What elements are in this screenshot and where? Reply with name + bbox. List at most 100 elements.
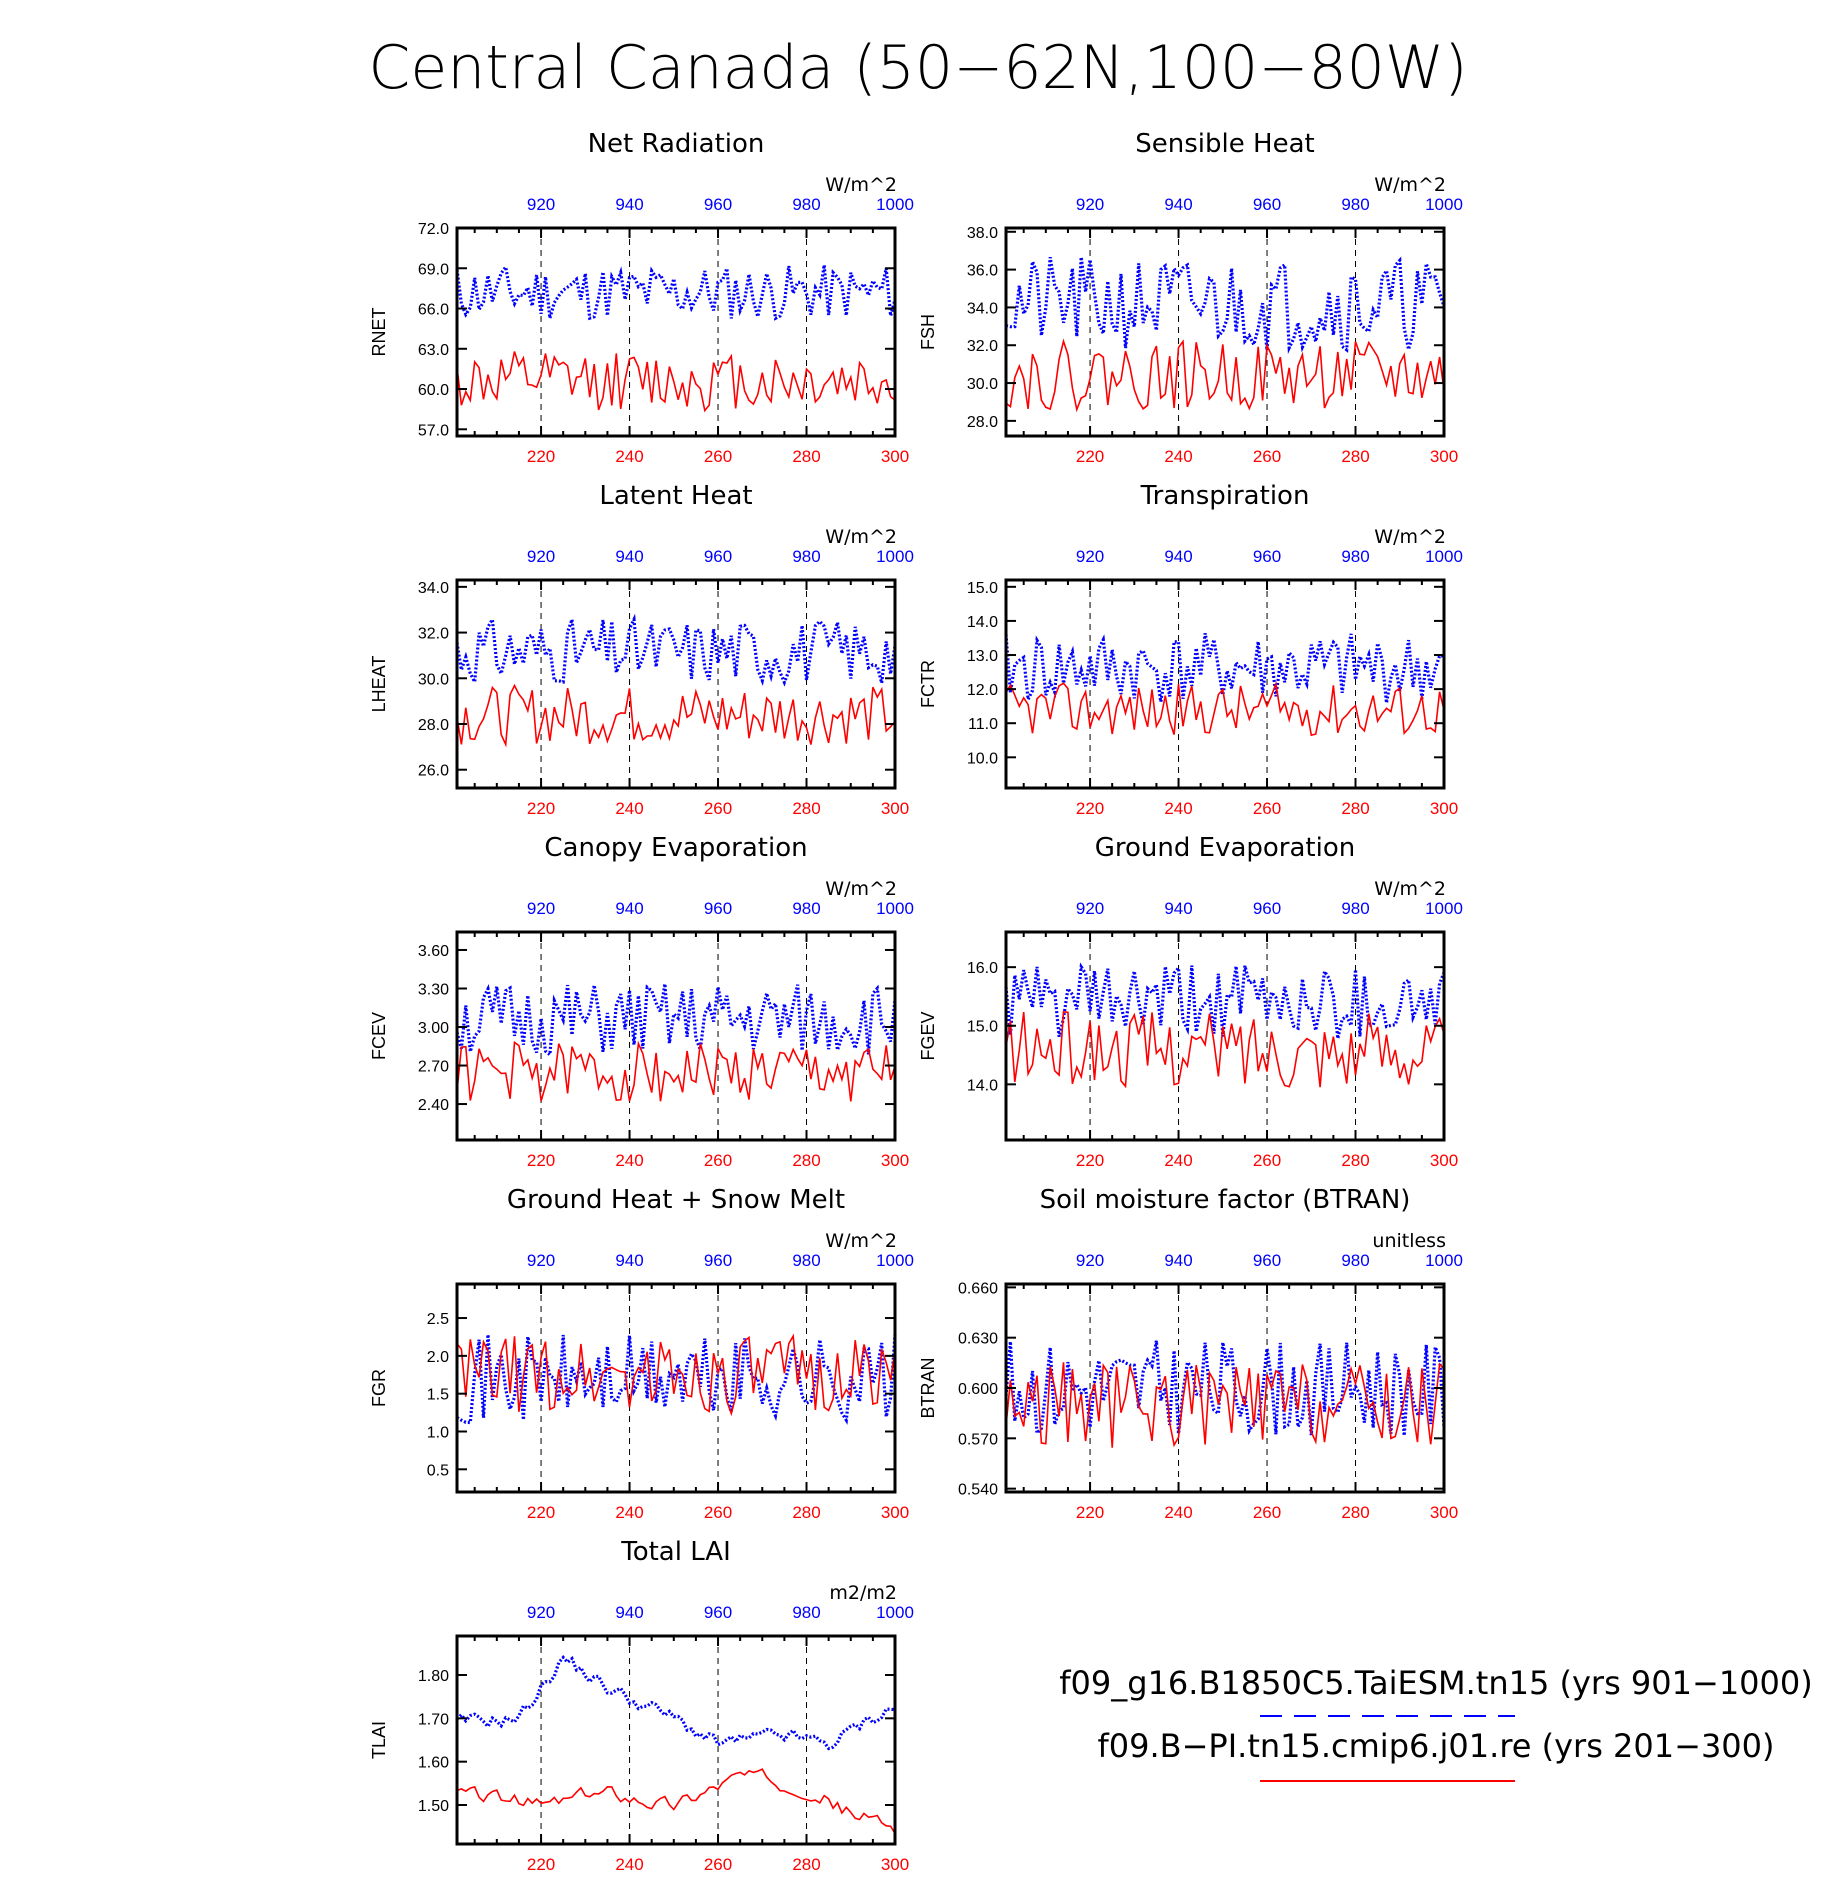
ytick-label: 1.60 xyxy=(418,1755,449,1772)
legend: f09_g16.B1850C5.TaiESM.tn15 (yrs 901−100… xyxy=(1059,1664,1813,1782)
series-line-run1 xyxy=(455,613,897,688)
series-line-run1 xyxy=(1004,633,1445,706)
y-axis-label: RNET xyxy=(369,307,389,356)
ytick-label: 16.0 xyxy=(967,960,998,977)
ytick-label: 0.570 xyxy=(958,1431,998,1448)
xtick-bottom-label: 240 xyxy=(1164,799,1192,818)
ytick-label: 0.600 xyxy=(958,1381,998,1398)
xtick-top-label: 980 xyxy=(792,195,820,214)
xtick-bottom-label: 300 xyxy=(881,799,909,818)
xtick-top-label: 1000 xyxy=(1425,1251,1463,1270)
xtick-bottom-label: 300 xyxy=(1430,1503,1458,1522)
panel-title: Ground Evaporation xyxy=(1095,833,1355,863)
xtick-top-label: 960 xyxy=(704,1603,732,1622)
units-label: m2/m2 xyxy=(829,1582,897,1604)
panel-title: Total LAI xyxy=(620,1537,731,1567)
xtick-bottom-label: 280 xyxy=(1341,799,1369,818)
xtick-top-label: 940 xyxy=(1164,195,1192,214)
ytick-label: 63.0 xyxy=(418,342,449,359)
panel-title: Transpiration xyxy=(1140,481,1310,511)
xtick-bottom-label: 220 xyxy=(527,447,555,466)
ytick-label: 3.00 xyxy=(418,1020,449,1037)
series-line-run1 xyxy=(455,263,897,321)
ytick-label: 3.30 xyxy=(418,981,449,998)
y-axis-label: TLAI xyxy=(369,1721,389,1759)
xtick-bottom-label: 220 xyxy=(527,1855,555,1874)
series-line-run2 xyxy=(456,1040,896,1102)
xtick-top-label: 960 xyxy=(704,547,732,566)
xtick-top-label: 940 xyxy=(615,195,643,214)
xtick-bottom-label: 220 xyxy=(1076,799,1104,818)
ytick-label: 14.0 xyxy=(967,614,998,631)
xtick-bottom-label: 280 xyxy=(792,799,820,818)
xtick-top-label: 960 xyxy=(704,1251,732,1270)
ytick-label: 11.0 xyxy=(968,716,998,733)
xtick-top-label: 960 xyxy=(704,899,732,918)
series-line-run2 xyxy=(456,683,896,748)
plot-frame xyxy=(455,930,897,1142)
xtick-bottom-label: 240 xyxy=(615,447,643,466)
xtick-bottom-label: 260 xyxy=(1253,1503,1281,1522)
ytick-label: 2.5 xyxy=(427,1311,449,1328)
xtick-bottom-label: 300 xyxy=(881,1503,909,1522)
xtick-top-label: 920 xyxy=(527,1603,555,1622)
ytick-label: 0.660 xyxy=(958,1280,998,1297)
xtick-bottom-label: 240 xyxy=(1164,1151,1192,1170)
panel-title: Soil moisture factor (BTRAN) xyxy=(1040,1185,1411,1215)
xtick-bottom-label: 280 xyxy=(1341,447,1369,466)
xtick-top-label: 920 xyxy=(1076,195,1104,214)
xtick-bottom-label: 260 xyxy=(1253,447,1281,466)
xtick-top-label: 1000 xyxy=(1425,899,1463,918)
panel-fsh: Sensible Heat W/m^2 38.0 36.0 34.0 32.0 30.0 28… xyxy=(918,129,1463,466)
ytick-label: 57.0 xyxy=(418,422,449,439)
panel-rnet: Net Radiation W/m^2 72.0 69.0 66.0 63.0 60.0 57… xyxy=(369,129,914,466)
y-axis-label: BTRAN xyxy=(918,1357,938,1418)
ytick-label: 0.630 xyxy=(958,1331,998,1348)
xtick-top-label: 960 xyxy=(1253,1251,1281,1270)
y-axis-label: FGR xyxy=(369,1369,389,1407)
panel-fctr: Transpiration W/m^2 15.0 14.0 13.0 12.0 11.0 10… xyxy=(918,481,1463,818)
ytick-label: 2.40 xyxy=(418,1097,449,1114)
ytick-label: 15.0 xyxy=(967,580,998,597)
ytick-label: 30.0 xyxy=(418,671,449,688)
xtick-top-label: 940 xyxy=(1164,899,1192,918)
ytick-label: 2.0 xyxy=(427,1349,449,1366)
series-line-run2 xyxy=(1005,1010,1445,1089)
plot-frame xyxy=(1004,226,1446,438)
xtick-top-label: 1000 xyxy=(876,547,914,566)
xtick-bottom-label: 220 xyxy=(1076,1151,1104,1170)
units-label: W/m^2 xyxy=(1374,878,1446,900)
xtick-top-label: 940 xyxy=(1164,547,1192,566)
xtick-bottom-label: 280 xyxy=(792,1151,820,1170)
xtick-bottom-label: 240 xyxy=(615,1503,643,1522)
plot-frame xyxy=(1004,930,1446,1142)
xtick-bottom-label: 220 xyxy=(1076,447,1104,466)
plot-frame xyxy=(455,1282,897,1494)
xtick-bottom-label: 220 xyxy=(527,1151,555,1170)
ytick-label: 32.0 xyxy=(418,626,449,643)
units-label: W/m^2 xyxy=(825,526,897,548)
series-line-run2 xyxy=(456,1768,896,1834)
legend-label-run1: f09_g16.B1850C5.TaiESM.tn15 (yrs 901−100… xyxy=(1059,1664,1812,1702)
panels: Net Radiation W/m^2 72.0 69.0 66.0 63.0 60.0 57… xyxy=(369,129,1463,1874)
xtick-bottom-label: 220 xyxy=(1076,1503,1104,1522)
series-line-run2 xyxy=(1005,680,1445,737)
xtick-top-label: 1000 xyxy=(876,1603,914,1622)
xtick-bottom-label: 280 xyxy=(792,1855,820,1874)
xtick-bottom-label: 300 xyxy=(1430,447,1458,466)
xtick-top-label: 980 xyxy=(792,1251,820,1270)
xtick-top-label: 940 xyxy=(615,547,643,566)
xtick-top-label: 940 xyxy=(615,1251,643,1270)
xtick-top-label: 980 xyxy=(1341,1251,1369,1270)
units-label: W/m^2 xyxy=(825,174,897,196)
series-line-run2 xyxy=(1005,338,1445,413)
ytick-label: 26.0 xyxy=(418,763,449,780)
xtick-top-label: 1000 xyxy=(1425,195,1463,214)
panel-title: Latent Heat xyxy=(599,481,752,511)
panel-title: Ground Heat + Snow Melt xyxy=(507,1185,845,1215)
panel-title: Net Radiation xyxy=(588,129,765,159)
panel-btran: Soil moisture factor (BTRAN) unitless 0.66… xyxy=(918,1185,1463,1522)
xtick-top-label: 940 xyxy=(1164,1251,1192,1270)
panel-tlai: Total LAI m2/m2 1.80 1.70 1.60 1.50 220 240 260 2… xyxy=(369,1537,914,1874)
ytick-label: 10.0 xyxy=(967,750,998,767)
